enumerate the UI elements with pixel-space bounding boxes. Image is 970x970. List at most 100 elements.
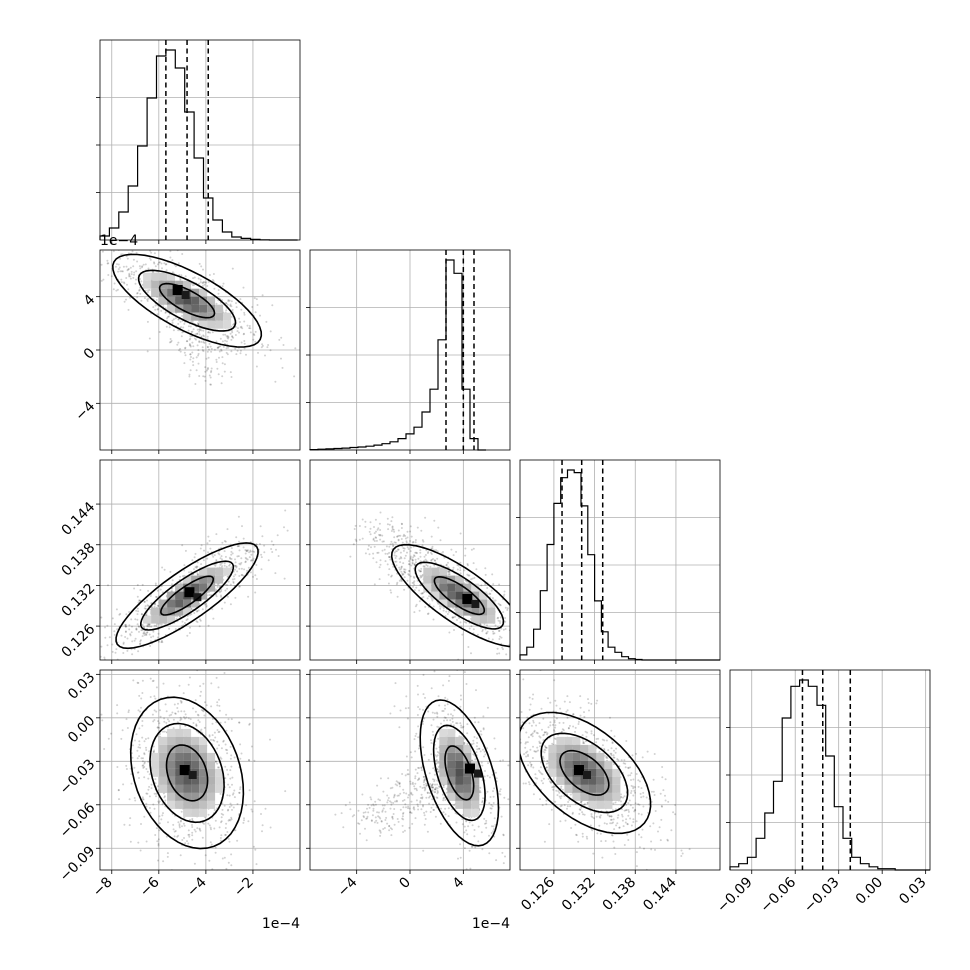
sample-point <box>436 768 439 771</box>
sample-point <box>233 578 236 580</box>
sample-point <box>344 804 347 807</box>
sample-point <box>437 770 440 773</box>
sample-point <box>378 522 381 525</box>
sample-point <box>133 587 136 590</box>
data-layer <box>99 40 930 882</box>
sample-point <box>386 523 389 526</box>
sample-point <box>357 809 360 812</box>
sample-point <box>404 774 407 777</box>
density-cell <box>151 615 160 624</box>
sample-point <box>184 717 186 720</box>
sample-point <box>245 804 248 807</box>
sample-point <box>178 880 180 882</box>
sample-point <box>178 823 181 826</box>
sample-point <box>220 747 223 750</box>
sample-point <box>202 350 205 353</box>
density-cell <box>439 776 448 785</box>
sample-point <box>403 533 405 536</box>
sample-point <box>443 556 446 559</box>
sample-point <box>353 814 356 817</box>
sample-point <box>190 331 193 333</box>
sample-point <box>147 737 150 740</box>
sample-point <box>458 617 460 619</box>
sample-point <box>216 704 219 707</box>
sample-point <box>180 710 183 713</box>
sample-point <box>513 647 515 649</box>
sample-point <box>141 692 144 694</box>
sample-point <box>169 250 172 253</box>
sample-point <box>447 573 450 576</box>
density-cell <box>463 800 472 809</box>
density-cell <box>447 736 456 745</box>
sample-point <box>396 535 399 538</box>
sample-point <box>243 332 245 335</box>
sample-point <box>386 801 389 804</box>
sample-point <box>282 344 285 346</box>
density-cell <box>159 768 168 777</box>
sample-point <box>451 717 454 720</box>
sample-point <box>420 592 423 595</box>
sample-point <box>151 713 154 716</box>
sample-point <box>146 599 148 602</box>
sample-point <box>154 834 157 836</box>
sample-point <box>366 815 369 818</box>
sample-point <box>242 821 245 824</box>
sample-point <box>173 835 176 838</box>
sample-point <box>376 551 379 554</box>
sample-point <box>128 624 131 627</box>
sample-point <box>387 573 390 576</box>
sample-point <box>221 565 224 568</box>
sample-point <box>230 718 233 721</box>
sample-point <box>451 808 454 811</box>
sample-point <box>401 545 404 548</box>
sample-point <box>390 834 393 837</box>
sample-point <box>170 339 173 342</box>
sample-point <box>526 637 528 639</box>
sample-point <box>202 710 205 713</box>
sample-point <box>231 552 234 555</box>
sample-point <box>425 796 428 799</box>
sample-point <box>402 535 405 538</box>
sample-point <box>179 716 182 719</box>
sample-point <box>237 327 239 330</box>
sample-point <box>178 684 181 687</box>
sample-point <box>152 751 155 753</box>
sample-point <box>199 829 202 832</box>
sample-point <box>143 752 146 755</box>
sample-point <box>225 302 228 305</box>
sample-point <box>196 610 198 613</box>
sample-point <box>214 851 217 854</box>
sample-point <box>164 311 167 314</box>
sample-point <box>168 714 171 717</box>
sample-point <box>427 551 430 553</box>
sample-point <box>504 617 507 619</box>
sample-point <box>266 346 269 349</box>
sample-point <box>439 822 442 825</box>
density-cell <box>183 312 192 321</box>
sample-point <box>179 320 182 323</box>
sample-point <box>402 549 405 552</box>
sample-point <box>419 583 422 586</box>
sample-point <box>413 576 416 579</box>
sample-point <box>376 811 379 814</box>
sample-point <box>447 713 450 716</box>
sample-point <box>207 356 210 359</box>
sample-point <box>183 816 186 819</box>
sample-point <box>398 782 401 785</box>
sample-point <box>244 561 247 564</box>
sample-point <box>224 540 227 543</box>
sample-point <box>154 308 157 311</box>
sample-point <box>413 564 416 567</box>
sample-point <box>517 621 519 623</box>
sample-point <box>200 265 203 268</box>
contour-line <box>149 722 225 824</box>
sample-point <box>504 620 507 623</box>
sample-point <box>415 799 418 802</box>
density-peak <box>179 765 190 775</box>
sample-point <box>470 625 473 628</box>
sample-point <box>150 636 153 639</box>
density-cell <box>191 736 200 745</box>
sample-point <box>431 545 434 548</box>
sample-point <box>252 575 254 578</box>
sample-point <box>150 602 153 605</box>
